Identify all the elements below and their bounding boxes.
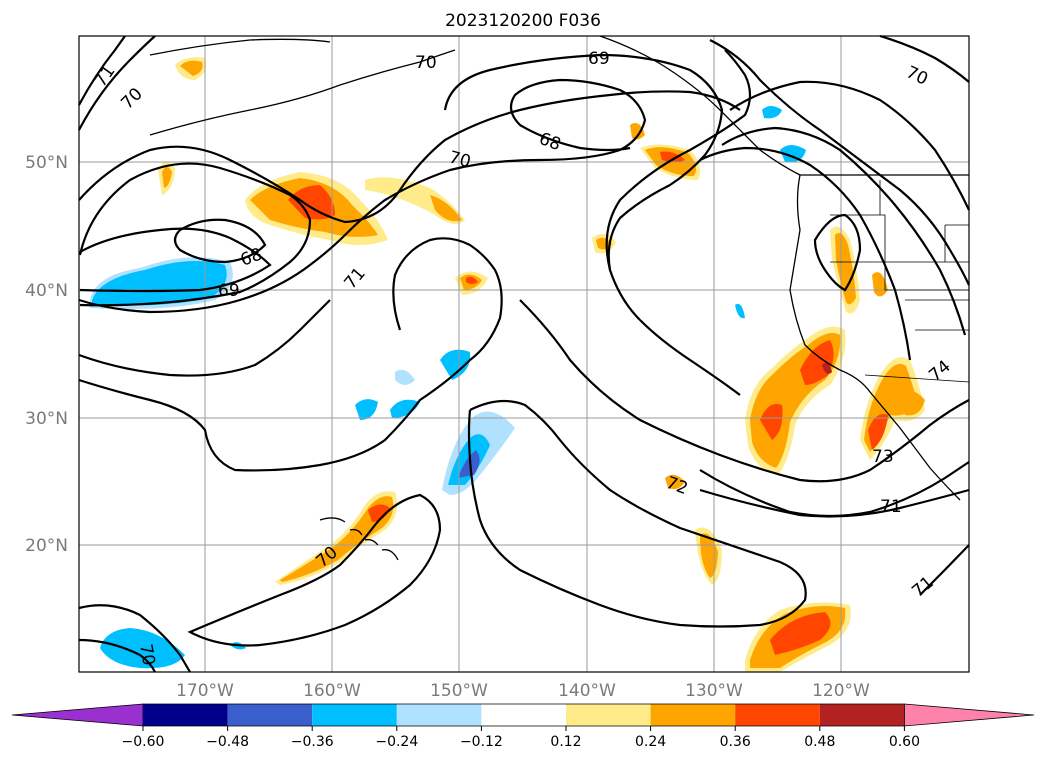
colorbar-tick-label: −0.60: [122, 734, 165, 750]
positive-anomaly-region: [162, 167, 172, 188]
colorbar-tick-label: −0.48: [206, 734, 249, 750]
colorbar: −0.60 −0.48 −0.36 −0.24 −0.12 0.12 0.24 0.36 0.4…: [11, 703, 1035, 750]
colorbar-tick-label: 0.36: [720, 734, 751, 750]
contour-label: 70: [415, 53, 437, 73]
positive-anomaly-region: [900, 391, 925, 416]
colorbar-tick-label: −0.12: [460, 734, 503, 750]
positive-anomaly-region: [665, 474, 685, 490]
lon-label: 120°W: [812, 681, 870, 701]
negative-anomaly-region: [395, 369, 415, 385]
positive-anomaly-region: [760, 404, 783, 440]
map-panel: 71 70 70 69 68 70 70 68 69 71 72 73 74 7…: [78, 34, 970, 673]
coastlines: [149, 35, 970, 561]
colorbar-extend-low: [11, 703, 144, 727]
colorbar-segment: [819, 704, 905, 726]
map-title: 2023120200 F036: [445, 11, 601, 31]
negative-anomaly-region: [100, 628, 185, 669]
colorbar-extend-high: [904, 703, 1035, 727]
negative-anomaly-region: [390, 399, 420, 418]
positive-anomaly-region: [180, 60, 203, 76]
negative-anomaly-region: [458, 450, 480, 478]
colorbar-tick-label: 0.12: [550, 734, 581, 750]
colorbar-segment: [143, 704, 228, 726]
positive-anomaly-region: [280, 496, 394, 582]
negative-anomaly-region: [440, 349, 471, 380]
lon-label: 130°W: [685, 681, 743, 701]
positive-anomaly-region: [288, 185, 335, 220]
graticule: [79, 36, 969, 672]
latitude-labels: 50°N 40°N 30°N 20°N: [25, 153, 68, 556]
positive-anomaly-region: [430, 195, 462, 222]
contour-label: 70: [135, 642, 158, 667]
height-contours: [78, 34, 970, 673]
negative-anomaly-region: [735, 303, 745, 319]
positive-anomaly-region: [466, 276, 478, 284]
colorbar-tick-label: 0.48: [804, 734, 835, 750]
colorbar-tick-label: −0.36: [291, 734, 334, 750]
colorbar-segment: [566, 704, 651, 726]
lon-label: 160°W: [303, 681, 361, 701]
positive-anomaly-region: [868, 414, 888, 450]
lat-label: 40°N: [25, 281, 68, 301]
positive-anomaly-region: [368, 504, 390, 522]
positive-anomaly-region: [660, 151, 685, 163]
colorbar-segment: [396, 704, 482, 726]
positive-anomaly-region: [835, 232, 856, 305]
negative-anomaly-region: [92, 261, 227, 306]
contour-label: 69: [218, 281, 240, 301]
lon-label: 140°W: [558, 681, 616, 701]
colorbar-tick-label: 0.24: [635, 734, 666, 750]
colorbar-segment: [650, 704, 736, 726]
negative-anomaly-region: [355, 399, 378, 420]
positive-anomaly-region: [822, 362, 832, 374]
colorbar-segment: [481, 704, 566, 726]
positive-anomaly-region: [596, 237, 612, 250]
colorbar-segment: [735, 704, 820, 726]
negative-anomaly-region: [762, 106, 782, 119]
positive-anomaly-region: [800, 340, 834, 385]
colorbar-tick-label: −0.24: [375, 734, 418, 750]
contour-label: 71: [880, 497, 902, 517]
colorbar-segment: [227, 704, 313, 726]
positive-anomaly-region: [630, 122, 645, 140]
colorbar-segment: [312, 704, 397, 726]
negative-anomaly-region: [780, 145, 806, 163]
lon-label: 170°W: [176, 681, 234, 701]
lat-label: 30°N: [25, 409, 68, 429]
contour-label: 69: [588, 49, 610, 69]
contour-label: 73: [872, 447, 894, 467]
colorbar-tick-label: 0.60: [889, 734, 920, 750]
positive-anomaly-region: [770, 612, 831, 655]
lat-label: 50°N: [25, 153, 68, 173]
lat-label: 20°N: [25, 536, 68, 556]
lon-label: 150°W: [430, 681, 488, 701]
longitude-labels: 170°W 160°W 150°W 140°W 130°W 120°W: [176, 681, 870, 701]
